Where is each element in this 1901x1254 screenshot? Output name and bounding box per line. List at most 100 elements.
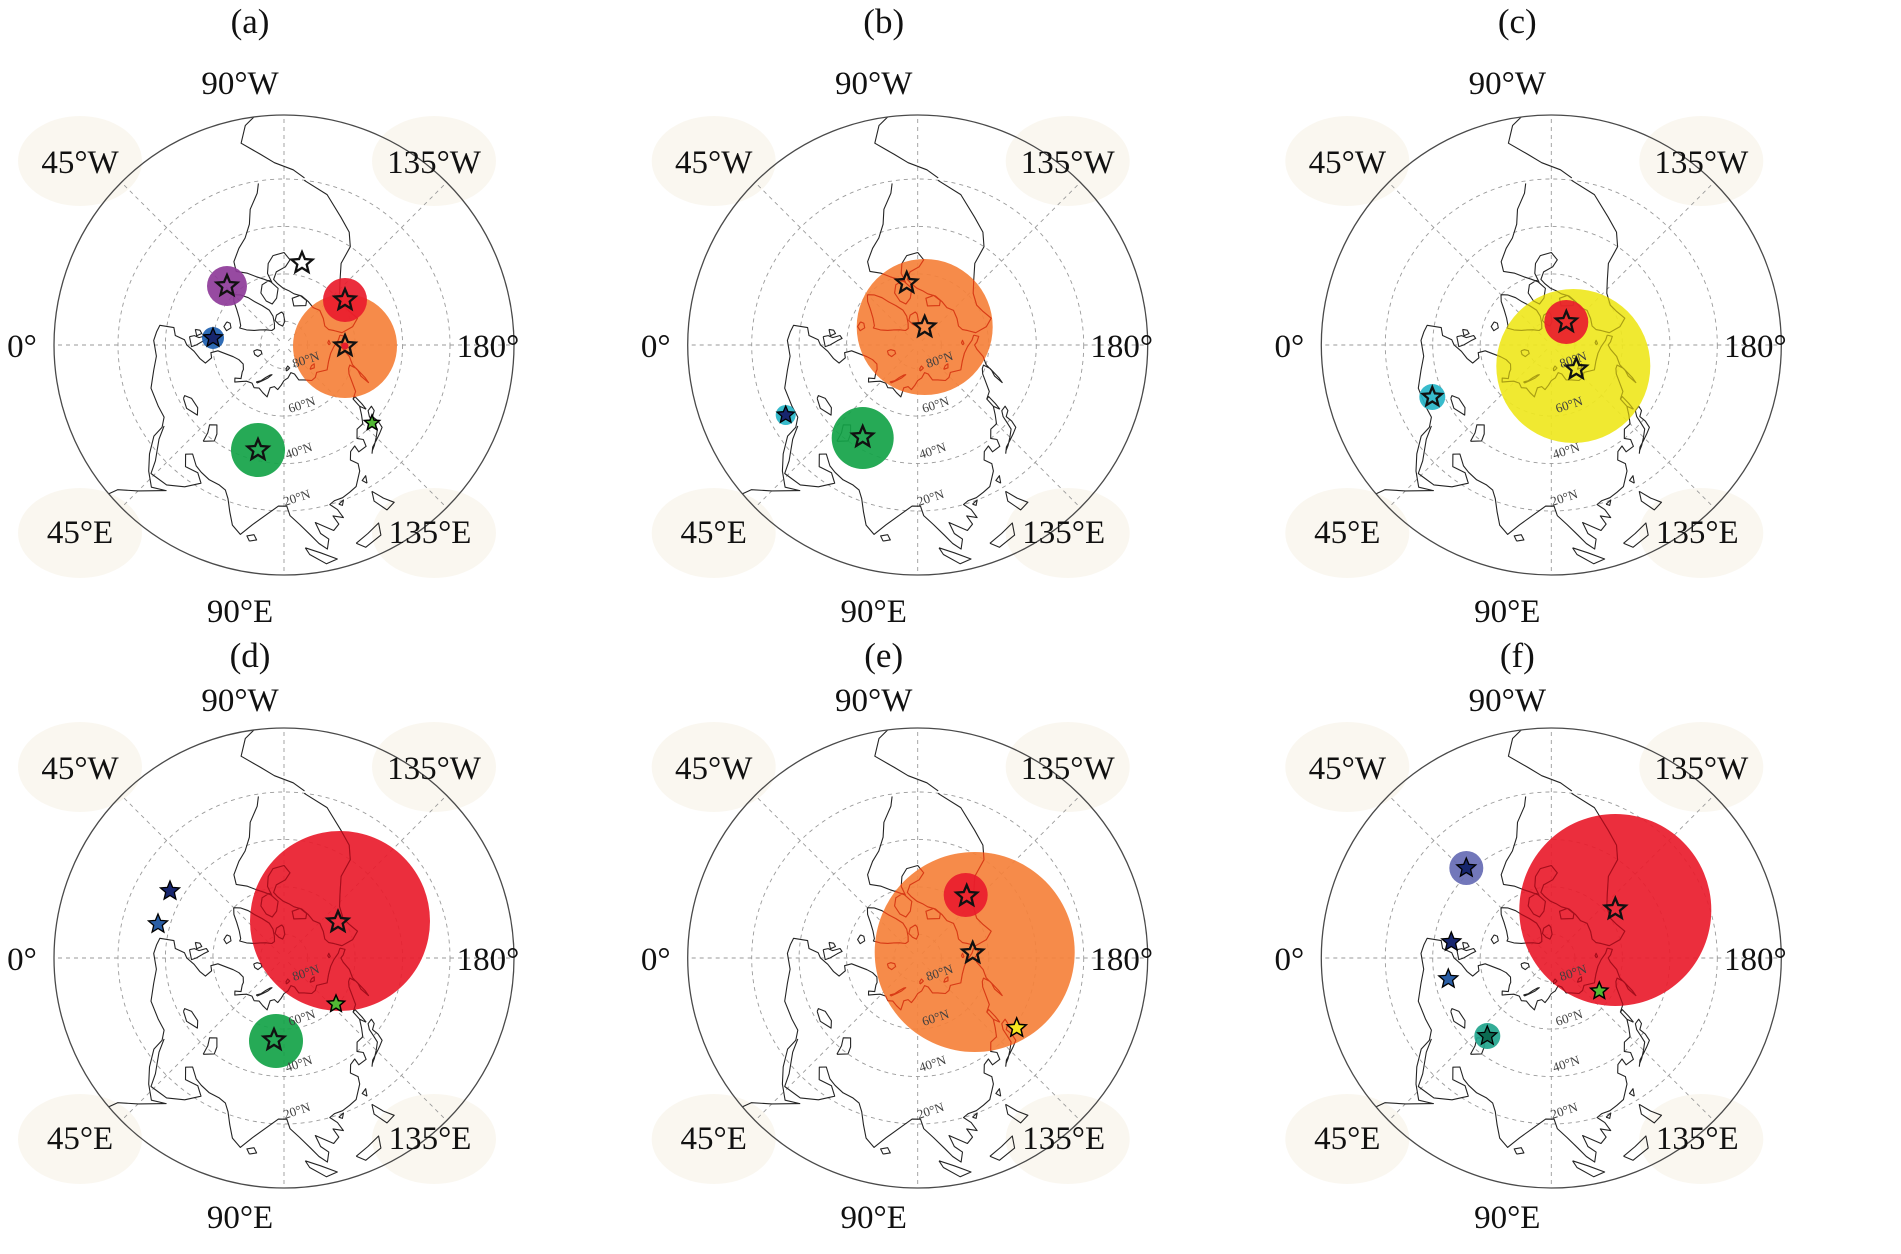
paper-artifact-blob bbox=[651, 488, 776, 578]
lat-label: 40°N bbox=[917, 439, 948, 462]
lon-label: 180° bbox=[457, 942, 520, 978]
lon-label: 135°W bbox=[1654, 145, 1749, 181]
station-star-yellow bbox=[1005, 1016, 1029, 1038]
meridian-gridline bbox=[121, 182, 281, 342]
station-star-navy bbox=[158, 879, 182, 901]
station-star-open bbox=[331, 331, 359, 358]
station-star-open bbox=[1552, 307, 1580, 334]
lon-label: 135°E bbox=[389, 1121, 472, 1157]
station-star-open bbox=[331, 285, 359, 312]
paper-artifact-blob bbox=[372, 116, 496, 206]
lon-label: 90°W bbox=[201, 683, 279, 719]
paper-artifact-blob bbox=[1005, 116, 1130, 206]
station-bubble-orange bbox=[874, 852, 1075, 1052]
station-star-teal bbox=[1476, 1024, 1499, 1046]
lat-label: 40°N bbox=[1551, 439, 1582, 462]
lon-label: 90°W bbox=[1469, 683, 1547, 719]
panel-b: 80°N60°N40°N20°N90°W135°W180°135°E90°E45… bbox=[641, 2, 1153, 630]
lat-label: 20°N bbox=[281, 1099, 312, 1122]
paper-artifact-blob bbox=[1285, 488, 1410, 578]
lon-label: 90°W bbox=[835, 66, 913, 102]
station-star-navy bbox=[201, 326, 225, 348]
map-content bbox=[688, 728, 1148, 1188]
lon-label: 45°E bbox=[681, 1121, 747, 1157]
station-star-navyLight bbox=[1437, 967, 1460, 989]
lon-label: 135°E bbox=[1656, 1121, 1739, 1157]
paper-artifact-blob bbox=[1639, 116, 1764, 206]
meridian-gridline bbox=[1555, 961, 1715, 1121]
lon-label: 45°W bbox=[1309, 751, 1387, 787]
map-boundary-circle bbox=[687, 114, 1149, 576]
station-star-green bbox=[362, 413, 382, 432]
panel-c: 80°N60°N40°N20°N90°W135°W180°135°E90°E45… bbox=[1274, 2, 1786, 630]
meridian-gridline bbox=[921, 795, 1081, 955]
lon-label: 45°W bbox=[41, 751, 119, 787]
meridian-gridline bbox=[754, 795, 914, 955]
lat-label: 20°N bbox=[1549, 486, 1580, 509]
station-star-open bbox=[244, 435, 272, 462]
coastline-tinted bbox=[1519, 814, 1663, 1006]
lon-label: 90°E bbox=[841, 1200, 907, 1236]
station-star-navyLight bbox=[146, 912, 170, 934]
paper-artifact-blob bbox=[1285, 722, 1410, 812]
station-star-open bbox=[1419, 383, 1445, 408]
paper-artifact-blob bbox=[1005, 1094, 1130, 1184]
lat-label: 60°N bbox=[920, 393, 951, 416]
paper-artifact-blob bbox=[18, 488, 142, 578]
station-bubble-red bbox=[1519, 814, 1712, 1006]
lon-label: 180° bbox=[457, 329, 520, 365]
map-content bbox=[688, 115, 1148, 575]
station-bubble-red bbox=[943, 873, 988, 917]
latitude-gridline bbox=[117, 178, 451, 512]
lon-label: 135°W bbox=[1021, 145, 1116, 181]
lon-label: 0° bbox=[641, 942, 671, 978]
paper-artifact-blob bbox=[1285, 116, 1410, 206]
lon-label: 135°W bbox=[1021, 751, 1116, 787]
map-content bbox=[1321, 115, 1781, 575]
lon-label: 45°W bbox=[41, 145, 119, 181]
station-star-open bbox=[911, 312, 939, 339]
coastline-tinted bbox=[250, 831, 395, 1011]
lon-label: 0° bbox=[1274, 942, 1304, 978]
station-star-open bbox=[953, 881, 981, 908]
panel-title: (c) bbox=[1498, 2, 1537, 41]
meridian-gridline bbox=[921, 182, 1081, 342]
lat-label: 40°N bbox=[1551, 1052, 1582, 1075]
paper-artifact-blob bbox=[651, 722, 776, 812]
station-star-open bbox=[213, 271, 241, 298]
meridian-gridline bbox=[754, 182, 914, 342]
paper-artifact-blob bbox=[372, 1094, 496, 1184]
lon-label: 135°E bbox=[1022, 1121, 1105, 1157]
station-bubble-red bbox=[323, 278, 367, 322]
lon-label: 45°W bbox=[1309, 145, 1387, 181]
panel-title: (f) bbox=[1500, 636, 1535, 675]
lon-label: 90°E bbox=[1474, 1200, 1540, 1236]
panel-f: 80°N60°N40°N20°N90°W135°W180°135°E90°E45… bbox=[1274, 636, 1786, 1236]
panel-e: 80°N60°N40°N20°N90°W135°W180°135°E90°E45… bbox=[641, 636, 1153, 1236]
paper-artifact-blob bbox=[1005, 488, 1130, 578]
meridian-gridline bbox=[1388, 795, 1548, 955]
map-boundary-circle bbox=[53, 727, 515, 1189]
station-bubble-red bbox=[1544, 300, 1589, 344]
lat-label: 40°N bbox=[917, 1052, 948, 1075]
paper-artifact-blob bbox=[372, 722, 496, 812]
lon-label: 180° bbox=[1724, 942, 1787, 978]
paper-artifact-blob bbox=[372, 488, 496, 578]
meridian-gridline bbox=[1555, 348, 1715, 508]
lon-label: 180° bbox=[1724, 329, 1787, 365]
lon-label: 90°W bbox=[835, 683, 913, 719]
lat-label: 20°N bbox=[915, 1099, 946, 1122]
meridian-gridline bbox=[121, 348, 281, 508]
panel-title: (b) bbox=[863, 2, 904, 41]
meridian-gridline bbox=[754, 961, 914, 1121]
meridian-gridline bbox=[921, 348, 1081, 508]
paper-artifact-blob bbox=[18, 1094, 142, 1184]
station-bubble-green bbox=[249, 1014, 303, 1068]
lon-label: 135°E bbox=[1022, 515, 1105, 551]
lon-label: 90°W bbox=[1469, 66, 1547, 102]
panel-title: (a) bbox=[231, 2, 270, 41]
lon-label: 90°W bbox=[201, 66, 279, 102]
paper-artifact-blob bbox=[1285, 1094, 1410, 1184]
paper-artifact-blob bbox=[1639, 1094, 1764, 1184]
